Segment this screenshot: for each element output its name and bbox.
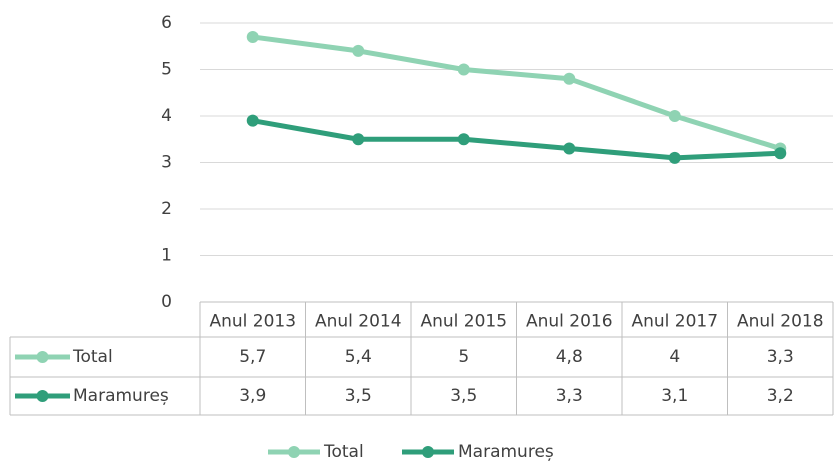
legend-marker — [422, 446, 434, 458]
table-cell: 3,1 — [661, 386, 688, 406]
y-tick-label: 6 — [161, 13, 172, 33]
table-cell: 3,5 — [345, 386, 372, 406]
table-cell: 5,4 — [345, 347, 372, 367]
point — [668, 151, 681, 164]
y-tick-label: 0 — [161, 292, 172, 312]
series-line — [252, 118, 781, 161]
table-cell: 3,3 — [556, 386, 583, 406]
table-cell: 3,9 — [239, 386, 266, 406]
point — [457, 63, 470, 76]
table-cell: 4,8 — [556, 347, 583, 367]
point — [668, 110, 681, 122]
point — [457, 133, 470, 146]
legend-label: Maramureș — [458, 442, 554, 462]
y-tick-label: 2 — [161, 199, 172, 219]
table-cell: 5 — [458, 347, 469, 367]
x-tick-label: Anul 2017 — [631, 312, 718, 332]
table-row-label: Maramureș — [73, 386, 169, 406]
table-cell: 3,2 — [767, 386, 794, 406]
y-tick-label: 1 — [161, 246, 172, 266]
point — [352, 133, 365, 146]
table-cell: 5,7 — [239, 347, 266, 367]
series-line — [252, 34, 781, 151]
table-cell: 4 — [669, 347, 680, 367]
y-tick-label: 3 — [161, 153, 172, 173]
legend-marker — [288, 446, 300, 458]
legend-marker — [36, 351, 49, 363]
point — [563, 72, 576, 85]
point — [352, 44, 365, 57]
point — [246, 114, 259, 127]
legend-marker — [36, 390, 49, 402]
x-tick-label: Anul 2014 — [315, 312, 402, 332]
y-tick-label: 5 — [161, 60, 172, 80]
point — [774, 147, 787, 160]
table-cell: 3,3 — [767, 347, 794, 367]
y-tick-label: 4 — [161, 106, 172, 126]
legend-label: Total — [323, 442, 364, 462]
table-row-label: Total — [72, 347, 113, 367]
x-tick-label: Anul 2018 — [737, 312, 824, 332]
x-tick-label: Anul 2015 — [420, 312, 507, 332]
point — [563, 142, 576, 155]
x-tick-label: Anul 2013 — [209, 312, 296, 332]
x-tick-label: Anul 2016 — [526, 312, 613, 332]
point — [246, 30, 259, 43]
table-cell: 3,5 — [450, 386, 477, 406]
